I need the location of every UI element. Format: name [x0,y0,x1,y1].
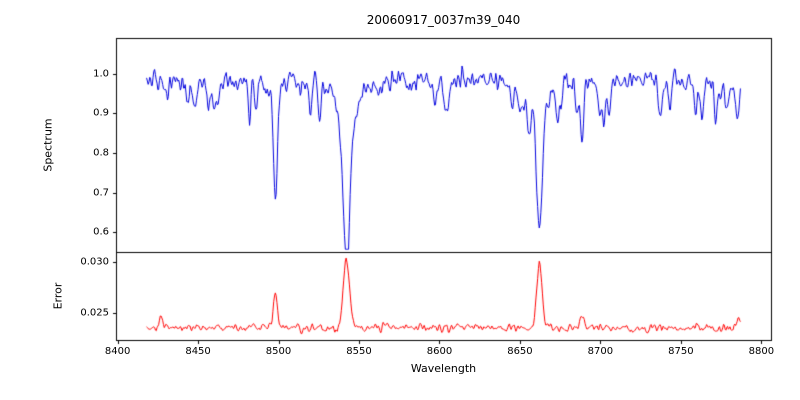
x-tick-label: 8500 [265,346,292,357]
x-tick-label: 8800 [748,346,775,357]
x-tick-label: 8550 [346,346,372,357]
x-tick-label: 8750 [668,346,694,357]
y-tick-label-spectrum: 1.0 [93,68,109,80]
x-tick-label: 8600 [426,346,453,357]
y-tick-label-spectrum: 0.9 [93,107,109,119]
x-axis-label: Wavelength [410,362,477,375]
x-tick-label: 8450 [185,346,211,357]
y-tick-label-spectrum: 0.7 [93,187,109,199]
y-tick-label-spectrum: 0.8 [93,147,109,159]
y-tick-label-error: 0.030 [80,256,109,268]
chart-title: 20060917_0037m39_040 [366,13,521,27]
x-tick-label: 8650 [507,346,533,357]
y-axis-label-error: Error [51,282,65,310]
x-tick-label: 8400 [104,346,131,357]
y-axis-label-spectrum: Spectrum [41,118,55,172]
x-tick-label: 8700 [587,346,614,357]
y-tick-label-spectrum: 0.6 [93,226,109,238]
y-tick-label-error: 0.025 [80,307,109,319]
